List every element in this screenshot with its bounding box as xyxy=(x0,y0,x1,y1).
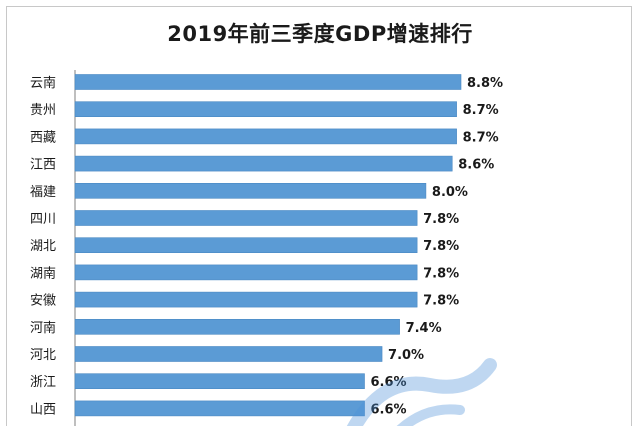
watermark-icon xyxy=(346,358,497,426)
category-label: 四川 xyxy=(30,212,56,227)
chart-border xyxy=(6,6,632,426)
bars-group: 云南 8.8% 贵州 8.7% 西藏 8.7% 江西 8.6% 福建 8.0% 四川 7.8% 湖北 7.… xyxy=(30,74,503,417)
bar xyxy=(74,291,418,308)
bar xyxy=(74,346,383,362)
bar xyxy=(74,318,400,335)
value-label: 7.8% xyxy=(423,212,459,227)
bar xyxy=(74,128,457,145)
category-label: 河南 xyxy=(30,320,56,336)
chart-title: 2019年前三季度GDP增速排行 xyxy=(167,22,473,46)
value-label: 6.6% xyxy=(371,402,407,417)
category-label: 西藏 xyxy=(30,130,56,145)
category-label: 山西 xyxy=(30,402,56,417)
bar xyxy=(74,101,457,117)
value-label: 8.8% xyxy=(467,76,503,91)
bar xyxy=(74,74,462,90)
bar xyxy=(74,264,418,281)
value-label: 7.8% xyxy=(423,294,459,309)
bar xyxy=(74,237,418,253)
value-label: 7.8% xyxy=(423,266,459,281)
category-label: 安徽 xyxy=(30,294,56,309)
category-label: 湖北 xyxy=(30,239,56,254)
bar xyxy=(74,183,427,199)
value-label: 7.0% xyxy=(388,348,424,363)
value-label: 8.7% xyxy=(463,103,499,118)
category-label: 河北 xyxy=(30,348,56,363)
bar xyxy=(74,155,453,172)
bar xyxy=(74,400,365,417)
value-label: 7.8% xyxy=(423,239,459,254)
category-label: 江西 xyxy=(30,158,56,173)
value-label: 8.7% xyxy=(463,130,499,145)
category-label: 浙江 xyxy=(30,375,56,390)
bar xyxy=(74,373,365,390)
category-label: 云南 xyxy=(30,75,56,91)
value-label: 8.6% xyxy=(458,158,494,173)
value-label: 7.4% xyxy=(406,321,442,336)
bar xyxy=(74,210,418,226)
value-label: 6.6% xyxy=(371,375,407,390)
value-label: 8.0% xyxy=(432,185,468,200)
category-label: 湖南 xyxy=(30,265,56,281)
category-label: 贵州 xyxy=(30,103,56,118)
category-label: 福建 xyxy=(30,185,56,200)
